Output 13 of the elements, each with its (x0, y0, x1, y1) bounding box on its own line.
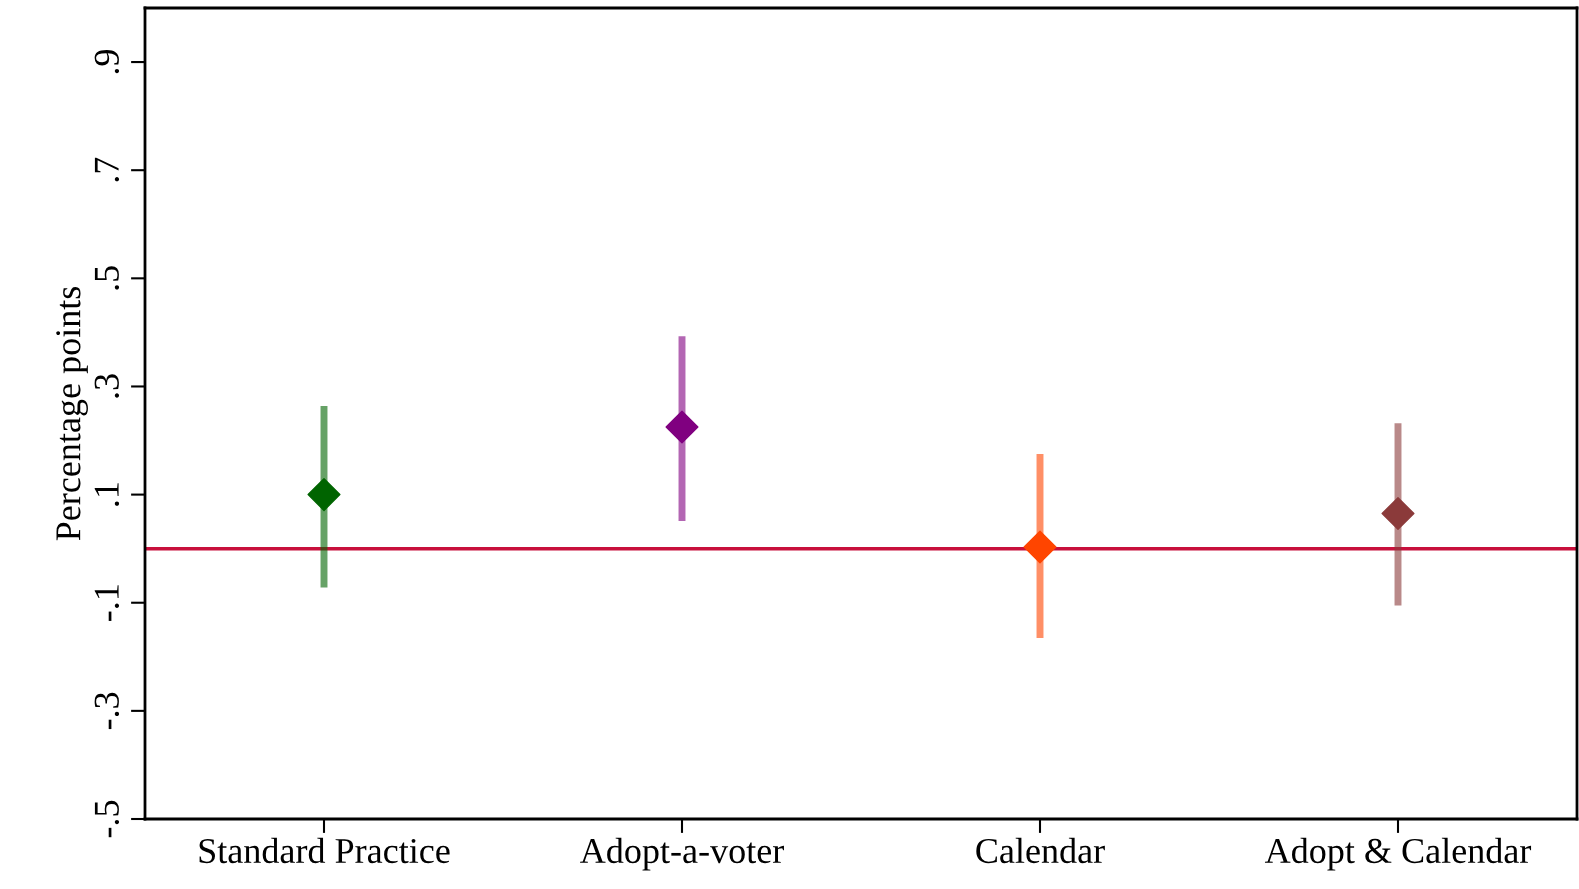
x-tick-label: Adopt-a-voter (580, 837, 784, 871)
y-tick-label: .5 (94, 266, 120, 290)
y-axis-title: Percentage points (56, 286, 88, 541)
y-tick-label: .7 (94, 157, 120, 182)
y-tick-label: -.5 (94, 800, 120, 838)
y-tick-label: .1 (94, 483, 120, 506)
y-tick-label: .3 (94, 374, 120, 398)
x-tick-label: Standard Practice (199, 837, 450, 864)
y-tick-label: -.3 (94, 692, 120, 730)
x-tick-label: Calendar (976, 837, 1105, 864)
x-tick-label: Adopt & Calendar (1264, 837, 1532, 871)
y-tick-label: -.1 (94, 585, 120, 621)
y-tick-label: .9 (94, 50, 120, 74)
